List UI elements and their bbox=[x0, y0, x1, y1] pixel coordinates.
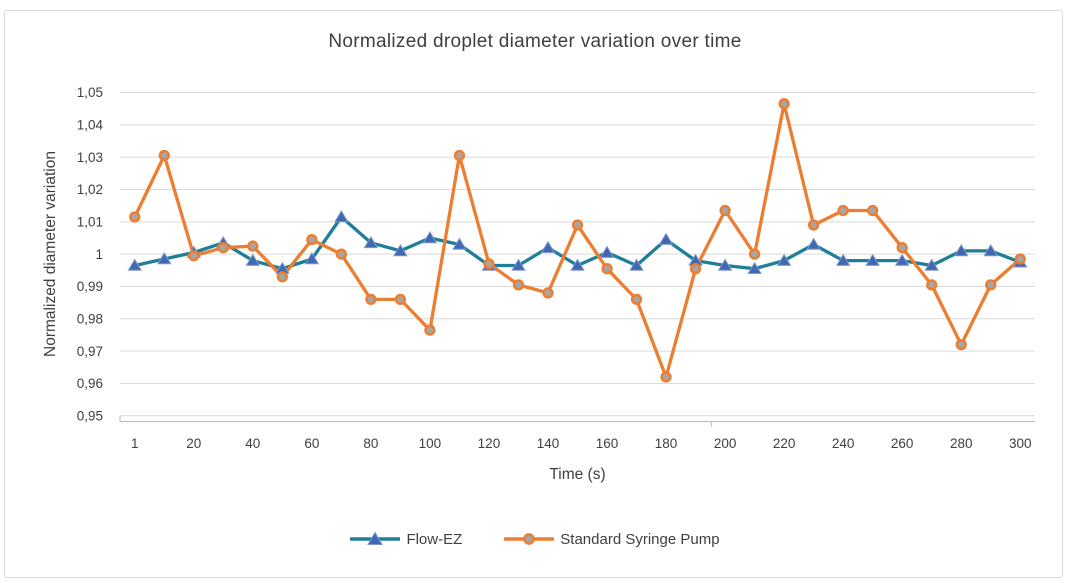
triangle-marker bbox=[629, 258, 644, 271]
legend-triangle-marker bbox=[367, 531, 384, 545]
circle-marker bbox=[867, 204, 879, 217]
y-tick-label: 0,95 bbox=[77, 409, 103, 424]
triangle-marker bbox=[717, 258, 733, 271]
circle-marker bbox=[837, 204, 849, 217]
x-axis-title: Time (s) bbox=[549, 466, 606, 483]
circle-marker bbox=[188, 250, 200, 262]
y-tick-label: 1,04 bbox=[77, 118, 104, 133]
circle-marker bbox=[719, 204, 731, 217]
y-tick-label: 1,05 bbox=[77, 85, 103, 100]
triangle-marker bbox=[658, 232, 674, 245]
y-tick-label: 1,03 bbox=[77, 150, 103, 165]
triangle-marker bbox=[924, 258, 939, 271]
x-tick-label: 160 bbox=[596, 436, 619, 451]
y-tick-label: 0,96 bbox=[77, 376, 103, 391]
legend-item-flow-ez: Flow-EZ bbox=[350, 530, 462, 548]
circle-marker bbox=[748, 248, 761, 260]
triangle-marker bbox=[894, 253, 910, 266]
x-tick-label: 240 bbox=[832, 436, 855, 451]
circle-marker bbox=[955, 339, 967, 351]
y-tick-label: 0,97 bbox=[77, 344, 103, 359]
x-tick-label: 20 bbox=[186, 436, 201, 451]
x-tick-label: 100 bbox=[419, 436, 442, 451]
circle-marker bbox=[306, 233, 318, 246]
circle-marker bbox=[630, 293, 643, 306]
x-tick-label: 1 bbox=[131, 436, 139, 451]
triangle-marker bbox=[540, 240, 556, 253]
triangle-marker bbox=[334, 209, 349, 223]
x-tick-label: 140 bbox=[537, 436, 560, 451]
circle-marker bbox=[217, 242, 229, 254]
circle-marker bbox=[276, 271, 288, 283]
circle-marker bbox=[394, 293, 407, 306]
circle-marker bbox=[129, 211, 141, 223]
x-tick-label: 180 bbox=[655, 436, 678, 451]
triangle-marker bbox=[363, 235, 379, 249]
circle-marker bbox=[542, 287, 554, 299]
triangle-marker bbox=[156, 252, 172, 265]
x-tick-label: 120 bbox=[478, 436, 501, 451]
flow-ez-line-triangle-marker-icon bbox=[350, 531, 401, 545]
circle-marker bbox=[158, 149, 170, 162]
legend-circle-marker bbox=[523, 533, 536, 545]
triangle-marker bbox=[776, 253, 792, 266]
legend-label-flow-ez: Flow-EZ bbox=[406, 530, 463, 548]
x-tick-label: 40 bbox=[245, 436, 260, 451]
triangle-marker bbox=[452, 237, 467, 250]
circle-marker bbox=[1014, 253, 1026, 265]
circle-marker bbox=[335, 248, 348, 260]
triangle-marker bbox=[393, 243, 408, 257]
triangle-marker bbox=[747, 261, 762, 274]
circle-marker bbox=[807, 219, 820, 231]
triangle-marker bbox=[245, 253, 261, 266]
triangle-marker bbox=[599, 245, 615, 258]
x-tick-label: 220 bbox=[773, 436, 796, 451]
x-tick-label: 260 bbox=[891, 436, 914, 451]
triangle-marker bbox=[304, 252, 320, 265]
circle-marker bbox=[660, 371, 672, 383]
triangle-marker bbox=[511, 258, 526, 271]
x-tick-label: 80 bbox=[363, 436, 378, 451]
legend-label-standard-syringe-pump: Standard Syringe Pump bbox=[560, 530, 720, 548]
circle-marker bbox=[571, 219, 584, 231]
y-tick-label: 0,98 bbox=[77, 312, 103, 327]
triangle-marker bbox=[983, 243, 999, 257]
circle-marker bbox=[601, 263, 613, 275]
syringe-pump-line-circle-marker-icon bbox=[504, 533, 555, 545]
circle-marker bbox=[247, 240, 259, 252]
y-tick-label: 0,99 bbox=[77, 279, 103, 294]
legend-item-standard-syringe-pump: Standard Syringe Pump bbox=[504, 530, 720, 548]
legend: Flow-EZ Standard Syringe Pump bbox=[0, 527, 1070, 551]
y-tick-label: 1 bbox=[95, 247, 103, 262]
x-tick-label: 200 bbox=[714, 436, 737, 451]
circle-marker bbox=[424, 324, 436, 336]
triangle-marker bbox=[422, 231, 438, 244]
triangle-marker bbox=[865, 253, 880, 266]
triangle-marker bbox=[570, 258, 585, 271]
x-tick-label: 300 bbox=[1009, 436, 1032, 451]
y-tick-label: 1,02 bbox=[77, 182, 103, 197]
triangle-marker bbox=[953, 243, 969, 257]
circle-marker bbox=[512, 279, 525, 291]
circle-marker bbox=[926, 279, 938, 291]
circle-marker bbox=[896, 242, 908, 254]
triangle-marker bbox=[806, 237, 821, 250]
triangle-marker bbox=[835, 253, 851, 266]
x-tick-label: 280 bbox=[950, 436, 973, 451]
circle-marker bbox=[689, 263, 702, 275]
series-line-1 bbox=[133, 102, 1022, 379]
circle-marker bbox=[453, 149, 466, 162]
chart-title: Normalized droplet diameter variation ov… bbox=[328, 31, 742, 52]
circle-marker bbox=[365, 293, 377, 306]
circle-marker bbox=[778, 98, 790, 110]
x-tick-label: 60 bbox=[304, 436, 319, 451]
triangle-marker bbox=[127, 258, 143, 271]
y-tick-label: 1,01 bbox=[77, 215, 103, 230]
circle-marker bbox=[483, 258, 495, 270]
y-axis-title: Normalized diameter variation bbox=[42, 151, 59, 357]
circle-marker bbox=[985, 279, 997, 291]
